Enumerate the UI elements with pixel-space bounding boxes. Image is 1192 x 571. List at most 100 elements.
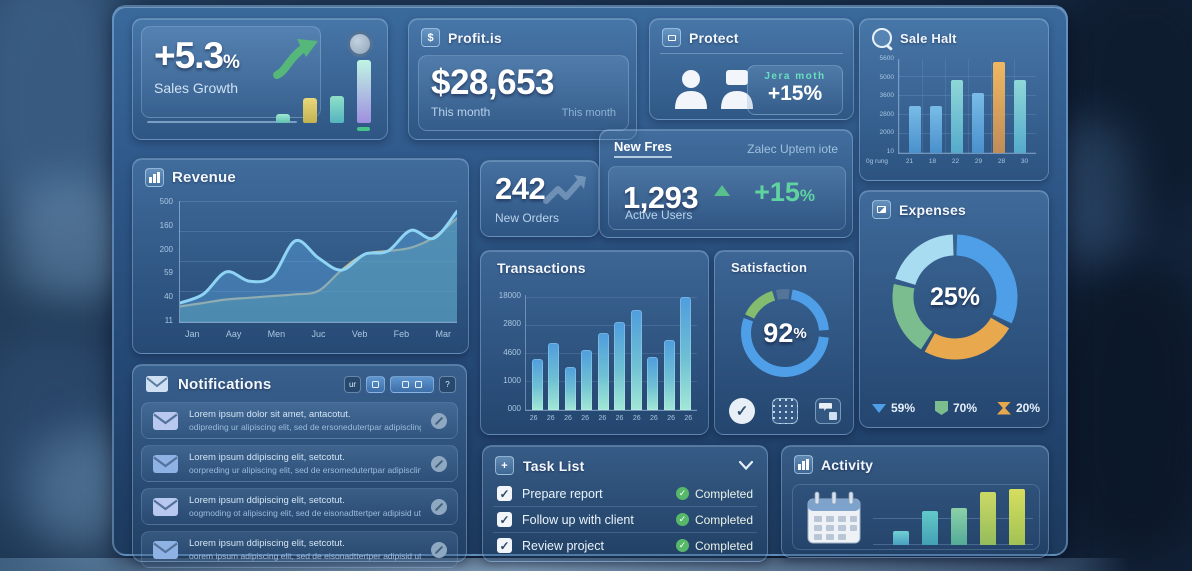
x-tick: Veb	[351, 329, 368, 339]
task-row[interactable]: ✓ Prepare report ✓ Completed	[493, 481, 757, 506]
mute-icon[interactable]	[431, 412, 447, 429]
y-tick: 3600	[879, 92, 894, 100]
satisfaction-ring-segment	[790, 289, 829, 331]
notifications-toolbar-button-1[interactable]: ur	[344, 375, 361, 393]
calendar-icon	[807, 491, 861, 544]
task-row[interactable]: ✓ Review project ✓ Completed	[493, 532, 757, 558]
activity-bar	[922, 510, 938, 545]
check-circle-icon[interactable]: ✓	[729, 398, 755, 424]
task-label: Prepare report	[522, 486, 603, 501]
y-tick: 40	[164, 292, 173, 302]
tab-new-fres[interactable]: New Fres	[614, 139, 672, 158]
transactions-bar	[581, 349, 593, 410]
sale-halt-x-axis: 21 18 22 29 28 30	[898, 158, 1036, 165]
protect-badge-value: +15%	[767, 82, 823, 105]
x-tick: Jan	[185, 329, 200, 339]
x-tick: Aay	[225, 329, 242, 339]
toolbar-glyph-icon	[415, 380, 422, 388]
task-row[interactable]: ✓ Follow up with client ✓ Completed	[493, 506, 757, 532]
y-tick: 000	[507, 404, 521, 413]
satisfaction-ring-segment	[741, 317, 829, 377]
notifications-toolbar-button-4[interactable]: ?	[439, 375, 456, 393]
envelope-icon	[153, 454, 178, 473]
notifications-toolbar-button-3[interactable]	[390, 375, 434, 393]
notification-text: Lorem ipsum ddipiscing elit, setcotut. oo…	[189, 495, 421, 518]
sales-growth-card: +5.3% Sales Growth	[132, 18, 388, 140]
notification-text: Lorem ipsum dolor sit amet, antacotut. od…	[189, 409, 421, 432]
envelope-icon	[153, 411, 178, 430]
mini-chart-baseline	[147, 121, 297, 123]
transactions-bar	[614, 321, 626, 410]
chevron-down-icon[interactable]	[739, 461, 753, 470]
activity-bar	[980, 492, 996, 545]
notification-row[interactable]: Lorem ipsum ddipiscing elit, setcotut. oo…	[141, 445, 458, 482]
mute-icon[interactable]	[431, 455, 447, 472]
y-tick: 2000	[879, 129, 894, 137]
active-users-value: 1,293	[623, 180, 699, 215]
activity-chart	[893, 487, 1025, 545]
notifications-toolbar-button-2[interactable]	[366, 375, 385, 393]
mute-icon[interactable]	[431, 498, 447, 515]
satisfaction-title: Satisfaction	[731, 260, 808, 275]
sales-growth-highlight: +5.3% Sales Growth	[141, 26, 321, 118]
notification-row[interactable]: Lorem ipsum dolor sit amet, antacotut. od…	[141, 402, 458, 439]
transactions-bar	[564, 367, 576, 410]
notification-line2: oogmoding ot alipiscing elit, sed de eis…	[189, 508, 421, 518]
task-label: Follow up with client	[522, 512, 634, 527]
x-tick: 26	[667, 415, 675, 422]
tab-secondary[interactable]: Zalec Uptem iote	[747, 141, 838, 156]
qr-grid-icon[interactable]	[772, 398, 798, 424]
status-complete-icon: ✓	[675, 539, 689, 552]
x-tick: 26	[529, 415, 538, 422]
revenue-card: Revenue 500 160 200 59 40 11 Jan Aay Men Juc Veb F…	[132, 158, 469, 354]
y-tick: 5000	[879, 73, 894, 81]
legend-label: 20%	[1015, 401, 1040, 415]
expenses-donut-segment	[895, 234, 955, 286]
revenue-line-primary	[180, 209, 457, 305]
dashboard-panel: +5.3% Sales Growth $ Profit.is $28,653	[112, 5, 1068, 568]
expenses-donut-segment	[924, 317, 1010, 360]
mute-icon[interactable]	[431, 541, 447, 558]
sales-growth-mini-chart	[276, 51, 371, 123]
sale-halt-title: Sale Halt	[900, 30, 957, 46]
notification-line1: Lorem ipsum ddipiscing elit, setcotut.	[189, 495, 345, 506]
notification-text: Lorem ipsum ddipiscing elit, setcotut. oo…	[189, 538, 421, 561]
expenses-legend: 59% 70% 20%	[872, 401, 1040, 415]
sale-halt-bar	[971, 93, 984, 153]
satisfaction-value: 92%	[763, 317, 807, 348]
x-tick: 26	[684, 415, 693, 422]
transactions-x-axis: 26 26 26 26 26 26 26 26 26 26	[525, 415, 697, 422]
sale-halt-bar	[1013, 79, 1026, 153]
satisfaction-ring-segment	[745, 290, 776, 319]
task-checkbox[interactable]: ✓	[497, 486, 512, 501]
task-status: ✓ Completed	[675, 513, 753, 527]
task-list-card: + Task List ✓ Prepare report ✓ Completed ✓ Fo…	[482, 445, 768, 562]
x-tick: 22	[951, 158, 960, 165]
legend-label: 70%	[952, 401, 978, 415]
y-tick: 18000	[498, 291, 521, 300]
share-layout-icon[interactable]	[815, 398, 841, 424]
y-tick: 10	[886, 147, 894, 155]
task-list-icon: +	[495, 456, 514, 475]
protect-card: Protect Jera moth +15%	[649, 18, 854, 120]
task-checkbox[interactable]: ✓	[497, 512, 512, 527]
profit-card: $ Profit.is $28,653 This month This mont…	[408, 18, 637, 140]
activity-icon	[794, 455, 813, 474]
revenue-x-axis: Jan Aay Men Juc Veb Feb Mar	[179, 329, 457, 339]
protect-stat-badge: Jera moth +15%	[747, 65, 843, 115]
triangle-up-icon	[714, 184, 731, 196]
x-tick: 26	[598, 415, 607, 422]
notification-row[interactable]: Lorem ipsum ddipiscing elit, setcotut. oo…	[141, 531, 458, 568]
notification-row[interactable]: Lorem ipsum ddipiscing elit, setcotut. oo…	[141, 488, 458, 525]
transactions-card: Transactions 18000 2800 4600 1000 000 26 26 26…	[480, 250, 709, 435]
y-tick: 59	[164, 268, 173, 278]
x-tick: Feb	[393, 329, 410, 339]
x-tick: 26	[650, 415, 658, 422]
mini-bar	[276, 113, 290, 123]
expenses-donut-segment	[955, 234, 1018, 324]
x-tick: 26	[632, 415, 641, 422]
task-checkbox[interactable]: ✓	[497, 538, 512, 553]
x-tick: 21	[905, 158, 914, 165]
envelope-icon	[153, 540, 178, 559]
y-tick: 5600	[879, 55, 894, 62]
